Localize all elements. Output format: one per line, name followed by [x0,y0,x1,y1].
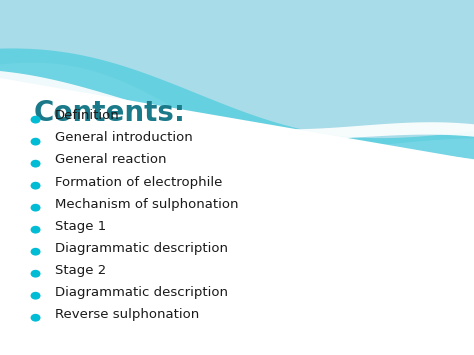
Circle shape [31,160,40,167]
Text: Definition: Definition [55,109,119,122]
Circle shape [31,315,40,321]
Circle shape [31,293,40,299]
Polygon shape [0,71,474,140]
Text: Reverse sulphonation: Reverse sulphonation [55,307,199,321]
Polygon shape [0,125,474,165]
Text: Contents:: Contents: [33,99,185,127]
Text: Stage 2: Stage 2 [55,263,106,277]
Circle shape [31,226,40,233]
Circle shape [31,271,40,277]
Circle shape [31,248,40,255]
Circle shape [31,182,40,189]
Circle shape [31,138,40,145]
Polygon shape [0,48,474,170]
Polygon shape [0,100,474,173]
Text: Stage 1: Stage 1 [55,219,106,233]
Polygon shape [0,78,474,355]
Circle shape [31,116,40,123]
Text: General reaction: General reaction [55,153,166,166]
Polygon shape [0,0,474,183]
Circle shape [31,204,40,211]
Text: General introduction: General introduction [55,131,192,144]
Text: Mechanism of sulphonation: Mechanism of sulphonation [55,197,238,211]
Text: Diagrammatic description: Diagrammatic description [55,285,228,299]
Text: Formation of electrophile: Formation of electrophile [55,175,222,189]
Text: Diagrammatic description: Diagrammatic description [55,241,228,255]
